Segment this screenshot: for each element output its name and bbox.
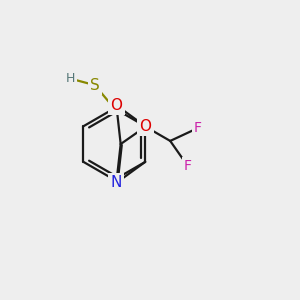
Text: O: O <box>110 98 122 113</box>
Text: F: F <box>194 121 202 135</box>
Text: F: F <box>184 159 192 173</box>
Text: H: H <box>66 72 75 85</box>
Text: S: S <box>90 78 100 93</box>
Text: O: O <box>140 119 152 134</box>
Text: N: N <box>111 176 122 190</box>
